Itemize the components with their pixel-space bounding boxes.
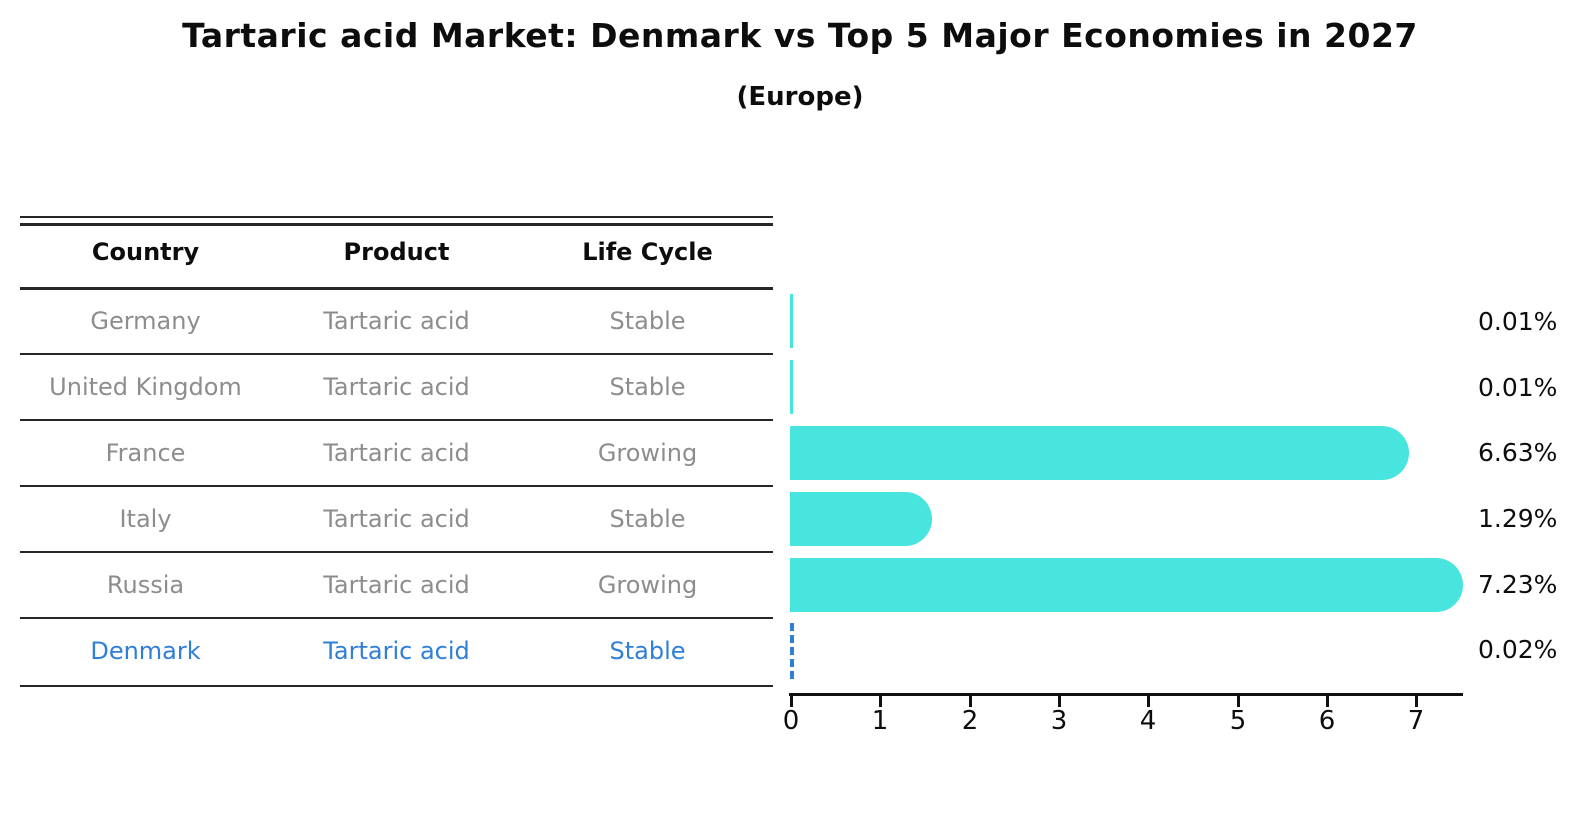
value-label: 0.02%: [1478, 635, 1558, 664]
x-axis-tick: [1058, 696, 1061, 707]
cell-country: Italy: [119, 505, 172, 533]
cell-product: Tartaric acid: [323, 505, 470, 533]
cell-life-cycle: Stable: [609, 307, 686, 335]
table-divider: [20, 551, 773, 553]
cell-product: Tartaric acid: [323, 307, 470, 335]
cell-product: Tartaric acid: [323, 373, 470, 401]
table-divider: [20, 353, 773, 355]
x-axis-tick: [1415, 696, 1418, 707]
table-divider: [20, 485, 773, 487]
column-header-product: Product: [343, 238, 450, 266]
x-axis-tick: [790, 696, 793, 707]
x-axis-tick-label: 1: [871, 706, 889, 736]
x-axis-line: [789, 693, 1463, 696]
x-axis-tick-label: 4: [1139, 706, 1157, 736]
column-header-life-cycle: Life Cycle: [582, 238, 713, 266]
x-axis-tick: [1326, 696, 1329, 707]
x-axis-tick-label: 6: [1318, 706, 1336, 736]
bar-france: [790, 426, 1409, 480]
x-axis-tick-label: 7: [1407, 706, 1425, 736]
x-axis-tick: [1237, 696, 1240, 707]
value-label: 7.23%: [1478, 570, 1558, 599]
cell-life-cycle: Stable: [609, 373, 686, 401]
table-row: France Tartaric acid Growing: [20, 420, 773, 486]
bar-germany: [790, 294, 793, 348]
chart-subtitle: (Europe): [736, 82, 864, 112]
x-axis-tick-label: 3: [1050, 706, 1068, 736]
value-label: 0.01%: [1478, 307, 1558, 336]
table-header-row: Country Product Life Cycle: [20, 219, 773, 285]
table-divider: [20, 223, 773, 226]
x-axis-tick-label: 0: [782, 706, 800, 736]
table-row: Germany Tartaric acid Stable: [20, 288, 773, 354]
chart-title: Tartaric acid Market: Denmark vs Top 5 M…: [182, 16, 1418, 55]
bar-denmark: [790, 623, 794, 679]
table-row: United Kingdom Tartaric acid Stable: [20, 354, 773, 420]
x-axis-tick: [969, 696, 972, 707]
cell-country: Denmark: [90, 637, 201, 665]
cell-life-cycle: Growing: [597, 571, 698, 599]
cell-life-cycle: Stable: [609, 637, 686, 665]
table-divider: [20, 287, 773, 290]
value-label: 0.01%: [1478, 373, 1558, 402]
value-label: 1.29%: [1478, 504, 1558, 533]
cell-country: United Kingdom: [49, 373, 242, 401]
cell-product: Tartaric acid: [323, 637, 470, 665]
table-row: Russia Tartaric acid Growing: [20, 552, 773, 618]
bar-russia: [790, 558, 1463, 612]
cell-product: Tartaric acid: [323, 439, 470, 467]
cell-life-cycle: Growing: [597, 439, 698, 467]
cell-product: Tartaric acid: [323, 571, 470, 599]
x-axis-tick-label: 2: [961, 706, 979, 736]
cell-country: Russia: [106, 571, 185, 599]
bar-italy: [790, 492, 932, 546]
value-label: 6.63%: [1478, 438, 1558, 467]
column-header-country: Country: [91, 238, 200, 266]
table-row: Denmark Tartaric acid Stable: [20, 618, 773, 684]
x-axis-tick-label: 5: [1229, 706, 1247, 736]
x-axis-tick: [879, 696, 882, 707]
table-divider: [20, 685, 773, 687]
cell-life-cycle: Stable: [609, 505, 686, 533]
table-row: Italy Tartaric acid Stable: [20, 486, 773, 552]
bar-united-kingdom: [790, 360, 793, 414]
table-divider: [20, 617, 773, 619]
cell-country: Germany: [90, 307, 201, 335]
cell-country: France: [105, 439, 186, 467]
x-axis-tick: [1147, 696, 1150, 707]
table-divider: [20, 419, 773, 421]
table-divider: [20, 216, 773, 218]
